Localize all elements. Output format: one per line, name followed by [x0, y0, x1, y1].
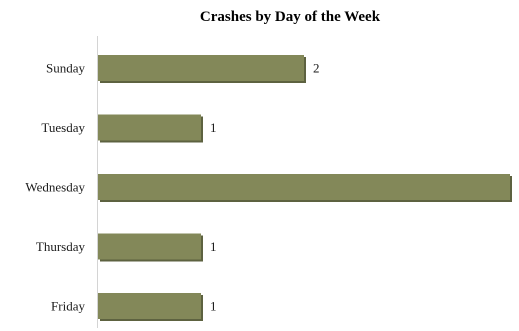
data-label-sunday: 2	[313, 61, 320, 76]
category-label-thursday: Thursday	[36, 239, 86, 254]
chart-title: Crashes by Day of the Week	[200, 9, 381, 25]
data-label-tuesday: 1	[210, 120, 217, 135]
category-label-friday: Friday	[51, 299, 85, 314]
category-label-wednesday: Wednesday	[25, 180, 85, 195]
data-label-friday: 1	[210, 299, 217, 314]
bar-thursday	[98, 234, 201, 260]
category-label-sunday: Sunday	[46, 61, 86, 76]
bar-sunday	[98, 55, 304, 81]
bar-wednesday	[98, 174, 510, 200]
bar-friday	[98, 293, 201, 319]
category-label-tuesday: Tuesday	[41, 120, 85, 135]
bar-tuesday	[98, 115, 201, 141]
bars-group: Sunday2Tuesday1Wednesday4Thursday1Friday…	[25, 55, 519, 321]
data-label-thursday: 1	[210, 239, 217, 254]
